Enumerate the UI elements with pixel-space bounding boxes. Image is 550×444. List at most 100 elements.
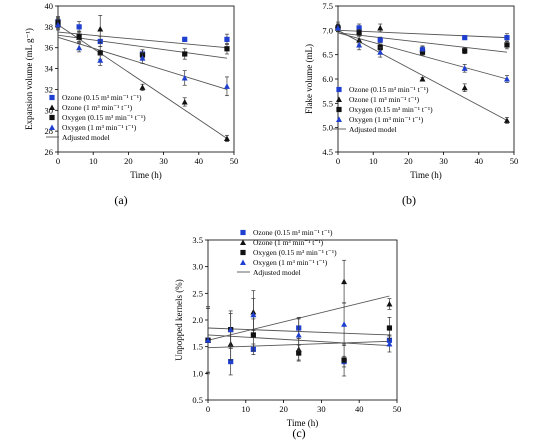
data-point [97,25,104,32]
legend-label-oxygen_015: Oxygen (0.15 m³ min⁻¹ t⁻¹) [62,113,146,122]
series-oxygen_1 [335,24,510,83]
data-point [296,350,302,356]
x-tick-label: 10 [242,404,251,414]
data-point [182,51,188,57]
chart-panel-1: 0 10 20 30 40 50 26 28 30 32 34 36 38 40 Time (h) Expan… [24,1,238,207]
data-point [356,30,362,36]
data-point [356,25,362,31]
panel-letter: (c) [292,426,305,440]
y-tick-label: 2.0 [192,315,203,325]
legend-marker-oxygen_015 [49,114,55,121]
data-point [76,24,82,30]
data-point [386,301,393,307]
legend-label-ozone_015: Ozone (0.15 m³ min⁻¹ t⁻¹) [62,93,142,102]
x-axis-label: Time (h) [130,170,161,180]
data-point [503,117,510,123]
x-tick-label: 30 [159,156,168,166]
x-tick-label: 20 [124,156,133,166]
data-point [228,359,234,365]
model-line-oxygen_1 [337,32,508,80]
legend-label-ozone_015: Ozone (0.15 m³ min⁻¹ t⁻¹) [253,228,333,237]
model-line-ozone_1 [337,29,508,121]
data-point [182,36,188,42]
legend-marker-ozone_1 [336,96,342,103]
data-point [224,36,230,42]
model-line-oxygen_015 [57,34,228,59]
legend: Ozone (0.15 m³ min⁻¹ t⁻¹)Ozone (1 m³ min… [237,228,337,277]
legend-marker-oxygen_1 [240,259,246,266]
x-tick-label: 0 [56,156,60,166]
y-tick-label: 28 [45,126,54,136]
legend-marker-ozone_015 [49,94,55,101]
y-tick-label: 36 [45,43,54,53]
data-point [295,331,302,338]
x-tick-label: 20 [279,404,288,414]
chart-panel-3: 0 10 20 30 40 50 0.5 1.0 1.5 2.0 2.5 3.0 3.5 Time (h)… [174,228,401,440]
x-tick-label: 40 [475,156,484,166]
y-tick-label: 5.0 [322,123,333,133]
data-point [181,74,188,81]
legend-label-model: Adjusted model [253,268,301,277]
data-point [462,35,468,41]
data-point [205,337,211,343]
x-axis-label: Time (h) [287,418,318,428]
x-tick-label: 0 [336,156,340,166]
data-point [335,24,341,31]
data-point [377,24,384,31]
data-point [250,332,256,338]
y-tick-label: 0.5 [192,395,203,405]
data-point [97,57,104,63]
x-tick-label: 20 [404,156,413,166]
data-point [139,55,146,61]
chart-panel-2: 0 10 20 30 40 50 4.5 5.0 5.5 6.0 6.5 7.0 7.5 Time (h)… [304,1,518,207]
y-tick-label: 38 [45,22,54,32]
y-tick-label: 32 [45,84,54,94]
data-point [504,35,510,41]
legend-marker-oxygen_015 [336,106,342,113]
y-tick-label: 3.0 [192,262,203,272]
x-tick-label: 50 [510,156,519,166]
data-point [250,311,257,318]
x-tick-label: 10 [369,156,378,166]
legend-label-oxygen_1: Oxygen (1 m³ min⁻¹ t⁻¹) [349,115,424,124]
legend: Ozone (0.15 m³ min⁻¹ t⁻¹)Ozone (1 m³ min… [46,93,146,142]
x-tick-label: 10 [89,156,98,166]
data-point [461,65,468,71]
legend-marker-oxygen_1 [49,124,55,131]
x-tick-label: 30 [317,404,326,414]
data-point [76,44,83,51]
y-tick-label: 4.5 [322,147,333,157]
data-point [341,357,347,363]
x-tick-label: 40 [355,404,364,414]
y-tick-label: 2.5 [192,288,203,298]
legend-marker-oxygen_1 [336,116,342,123]
y-tick-label: 3.5 [192,235,203,245]
data-point [377,37,383,43]
data-point [139,84,146,90]
legend-marker-ozone_1 [240,239,246,246]
data-point [386,341,393,347]
data-point [356,41,363,48]
x-tick-label: 50 [393,404,402,414]
data-point [76,33,82,39]
legend-label-oxygen_1: Oxygen (1 m³ min⁻¹ t⁻¹) [62,123,137,132]
y-tick-label: 1.0 [192,368,203,378]
data-point [223,83,230,89]
data-point [503,76,510,82]
x-tick-label: 0 [206,404,210,414]
series-oxygen_1 [205,298,393,373]
legend-marker-ozone_015 [336,86,342,93]
y-axis-label: Unpopped kernels (%) [174,279,184,360]
legend-label-ozone_015: Ozone (0.15 m³ min⁻¹ t⁻¹) [349,85,429,94]
y-tick-label: 26 [45,147,54,157]
legend-marker-ozone_015 [240,229,246,236]
legend-label-model: Adjusted model [349,125,397,134]
data-point [419,76,426,82]
model-line-ozone_015 [337,29,507,39]
data-point [386,325,393,331]
model-line-ozone_015 [57,31,228,49]
y-tick-label: 7.0 [322,25,333,35]
legend-label-ozone_1: Ozone (1 m³ min⁻¹ t⁻¹) [62,103,133,112]
legend-label-ozone_1: Ozone (1 m³ min⁻¹ t⁻¹) [253,238,324,247]
